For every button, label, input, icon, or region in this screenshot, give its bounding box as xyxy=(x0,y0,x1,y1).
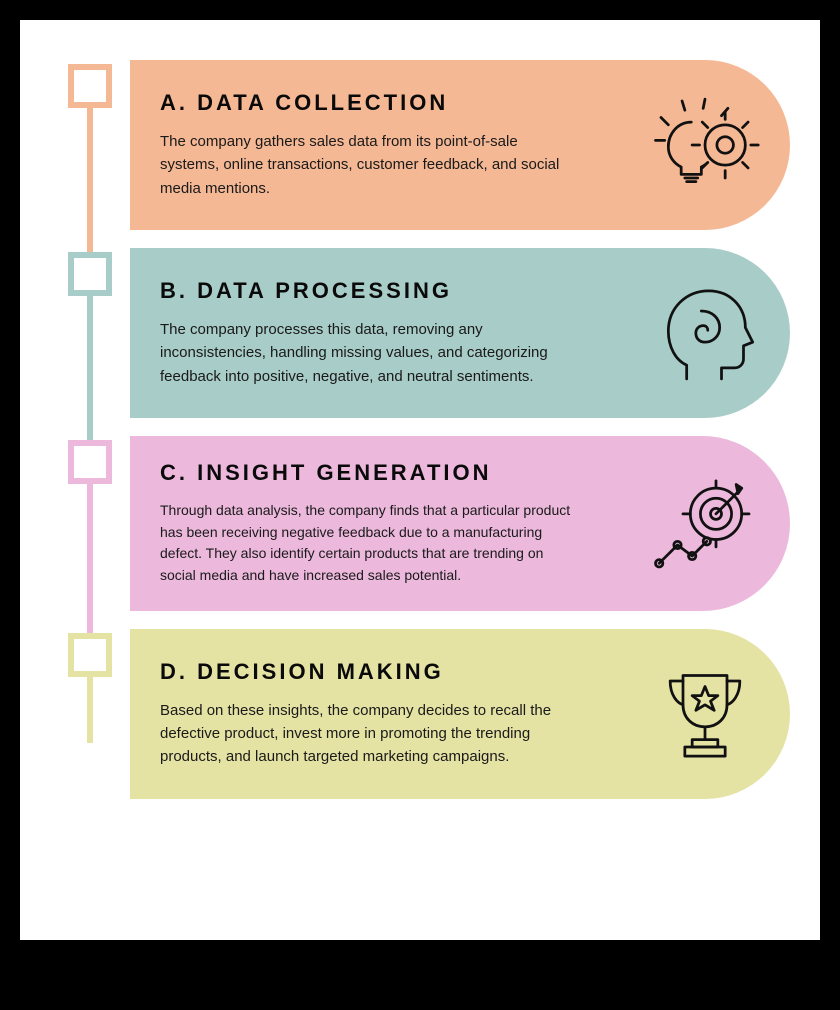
card-title-a: A. DATA COLLECTION xyxy=(160,90,640,116)
target-analytics-icon xyxy=(650,468,760,578)
card-a: A. DATA COLLECTION The company gathers s… xyxy=(130,60,790,230)
timeline-col-b xyxy=(50,248,130,296)
marker-b xyxy=(68,252,112,296)
card-body-d: Based on these insights, the company dec… xyxy=(160,699,560,769)
marker-d xyxy=(68,633,112,677)
timeline-col-c xyxy=(50,436,130,484)
marker-a xyxy=(68,64,112,108)
step-b: B. DATA PROCESSING The company processes… xyxy=(50,248,790,418)
card-body-a: The company gathers sales data from its … xyxy=(160,130,560,200)
card-body-c: Through data analysis, the company finds… xyxy=(160,500,580,587)
idea-gear-icon xyxy=(650,90,760,200)
card-d: D. DECISION MAKING Based on these insigh… xyxy=(130,629,790,799)
card-title-d: D. DECISION MAKING xyxy=(160,659,640,685)
timeline-col-d xyxy=(50,629,130,677)
step-c: C. INSIGHT GENERATION Through data analy… xyxy=(50,436,790,611)
timeline-col-a xyxy=(50,60,130,108)
connector-d xyxy=(87,673,93,743)
card-b: B. DATA PROCESSING The company processes… xyxy=(130,248,790,418)
card-body-b: The company processes this data, removin… xyxy=(160,318,560,388)
infographic-canvas: A. DATA COLLECTION The company gathers s… xyxy=(20,20,820,940)
thinking-head-icon xyxy=(650,278,760,388)
steps-container: A. DATA COLLECTION The company gathers s… xyxy=(50,60,790,799)
step-d: D. DECISION MAKING Based on these insigh… xyxy=(50,629,790,799)
card-c: C. INSIGHT GENERATION Through data analy… xyxy=(130,436,790,611)
trophy-icon xyxy=(650,659,760,769)
step-a: A. DATA COLLECTION The company gathers s… xyxy=(50,60,790,230)
card-title-b: B. DATA PROCESSING xyxy=(160,278,640,304)
marker-c xyxy=(68,440,112,484)
card-title-c: C. INSIGHT GENERATION xyxy=(160,460,640,486)
